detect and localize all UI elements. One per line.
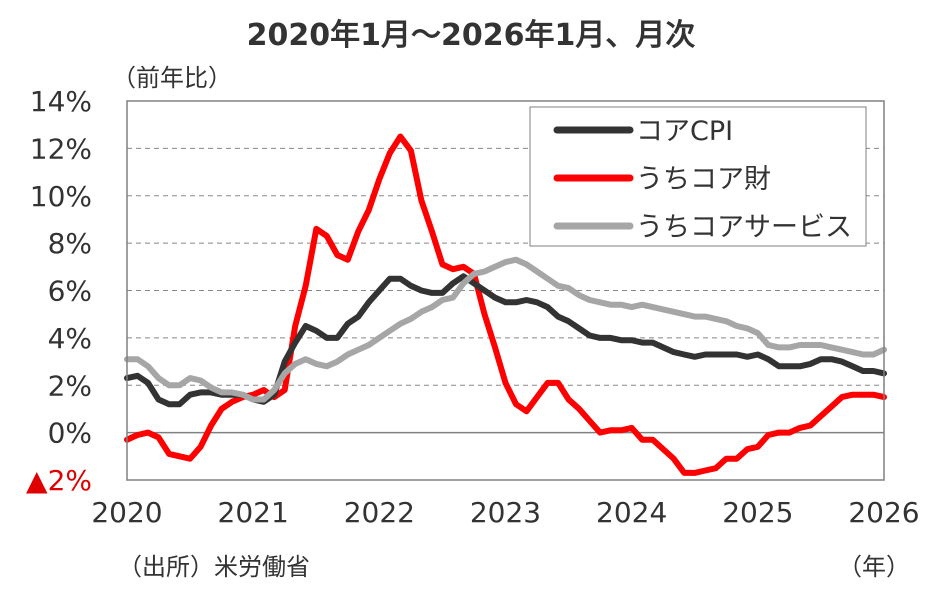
source-note: （出所）米労働省 <box>118 553 310 581</box>
x-tick-label: 2025 <box>722 496 793 529</box>
x-tick-label: 2026 <box>848 496 919 529</box>
y-tick-label: 14% <box>30 85 92 118</box>
y-tick-label: ▲2% <box>26 464 92 497</box>
chart-title: 2020年1月～2026年1月、月次 <box>247 18 696 53</box>
y-tick-label: 2% <box>48 369 92 402</box>
series-line-1 <box>124 133 887 476</box>
y-tick-label: 12% <box>30 132 92 165</box>
legend-label: コアCPI <box>636 116 733 147</box>
legend-label: うちコア財 <box>636 164 771 195</box>
y-tick-label: 8% <box>48 227 92 260</box>
x-tick-label: 2023 <box>470 496 541 529</box>
plot-area-border <box>126 100 885 481</box>
legend-label: うちコアサービス <box>636 212 852 243</box>
y-tick-label: 4% <box>48 322 92 355</box>
y-tick-label: 6% <box>48 275 92 308</box>
x-axis-unit: （年） <box>838 553 910 581</box>
y-axis-label: （前年比） <box>112 64 232 92</box>
y-tick-label: 10% <box>30 180 92 213</box>
x-tick-label: 2021 <box>218 496 289 529</box>
x-tick-label: 2022 <box>344 496 415 529</box>
series-line-2 <box>124 256 887 403</box>
x-tick-label: 2020 <box>91 496 162 529</box>
y-tick-label: 0% <box>48 417 92 450</box>
x-tick-label: 2024 <box>596 496 667 529</box>
